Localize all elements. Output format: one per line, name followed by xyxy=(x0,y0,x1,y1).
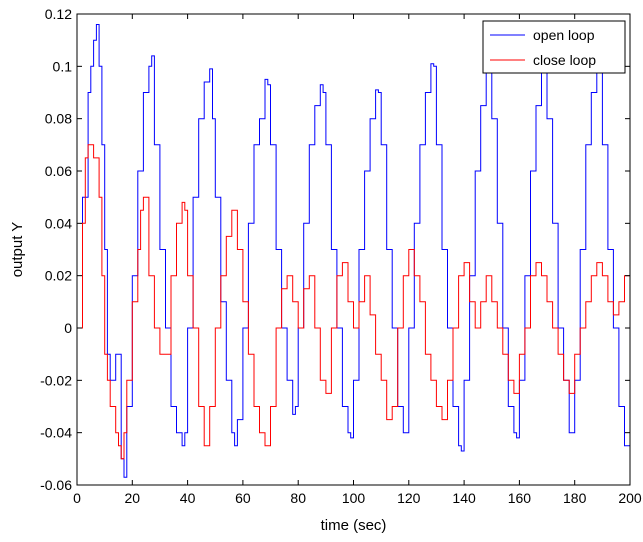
legend: open loop close loop xyxy=(482,20,626,74)
series-line-open-loop xyxy=(77,24,631,478)
legend-label-close-loop: close loop xyxy=(533,52,596,68)
y-tick-label: 0.04 xyxy=(45,215,72,231)
x-tick-label: 200 xyxy=(618,490,642,506)
y-tick-label: 0 xyxy=(64,320,72,336)
x-tick-label: 60 xyxy=(235,490,251,506)
x-tick-label: 0 xyxy=(73,490,81,506)
x-axis-label: time (sec) xyxy=(321,517,387,534)
y-tick-label: 0.12 xyxy=(45,6,72,22)
y-tick-label: 0.06 xyxy=(45,163,72,179)
x-tick-label: 100 xyxy=(342,490,366,506)
y-axis-label: output Y xyxy=(9,222,26,278)
x-tick-label: 120 xyxy=(397,490,421,506)
y-tick-label: -0.04 xyxy=(40,425,72,441)
series-layer xyxy=(77,24,631,478)
x-tick-label: 80 xyxy=(290,490,306,506)
y-tick-label: 0.08 xyxy=(45,111,72,127)
x-tick-label: 160 xyxy=(508,490,532,506)
x-tick-label: 140 xyxy=(452,490,476,506)
ticks-layer: 0 20 40 60 80 100 120 140 160 180 200 -0.06 -0.04 -0.… xyxy=(40,6,642,506)
y-tick-label: -0.06 xyxy=(40,477,72,493)
x-tick-label: 40 xyxy=(180,490,196,506)
y-tick-label: -0.02 xyxy=(40,372,72,388)
x-tick-label: 20 xyxy=(125,490,141,506)
legend-label-open-loop: open loop xyxy=(533,27,595,43)
x-tick-label: 180 xyxy=(563,490,587,506)
y-tick-label: 0.02 xyxy=(45,268,72,284)
legend-box xyxy=(482,20,626,74)
series-line-close-loop xyxy=(77,144,631,460)
y-tick-label: 0.1 xyxy=(53,58,73,74)
